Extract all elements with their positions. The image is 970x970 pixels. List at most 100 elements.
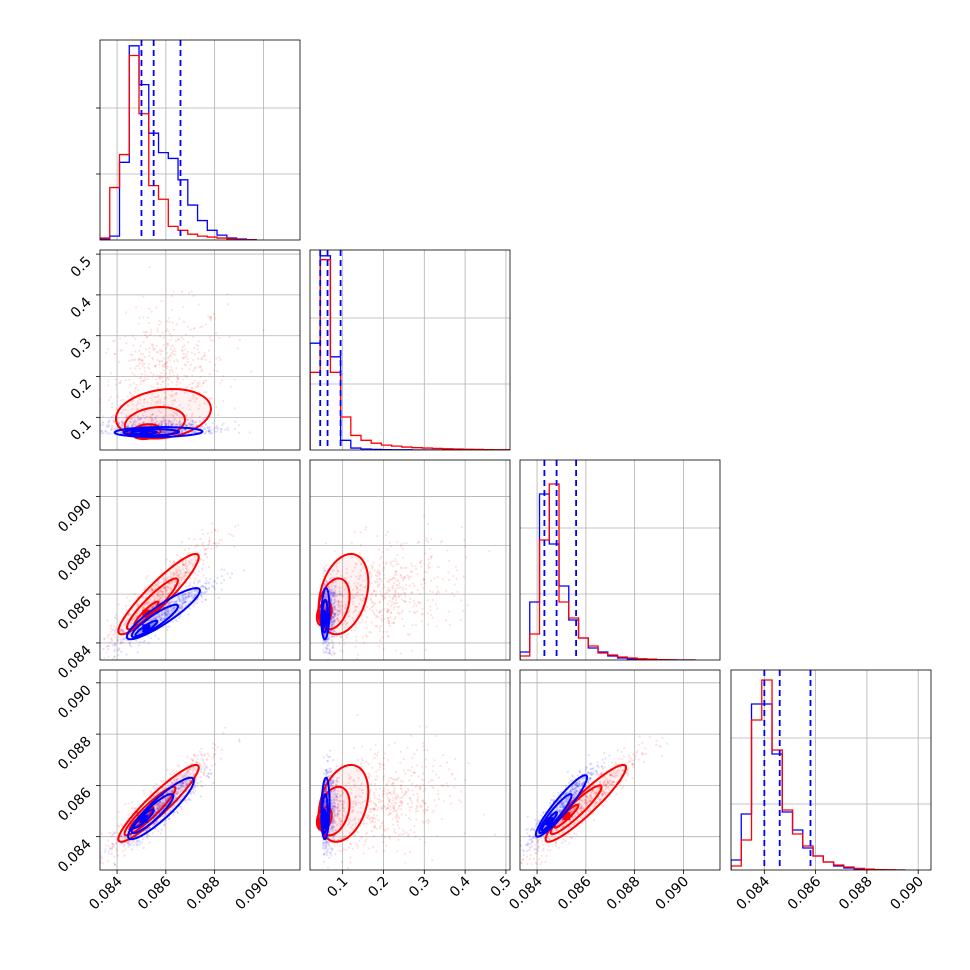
scatter-point: [193, 579, 196, 582]
scatter-point: [174, 780, 177, 783]
scatter-point: [169, 790, 172, 794]
scatter-point: [129, 843, 132, 846]
scatter-point: [217, 413, 220, 417]
scatter-point: [180, 787, 183, 790]
scatter-point: [152, 621, 155, 625]
scatter-point: [169, 430, 172, 433]
scatter-point: [331, 616, 334, 620]
scatter-point: [422, 577, 426, 580]
scatter-point: [204, 547, 207, 551]
scatter-point: [191, 564, 194, 567]
scatter-point: [129, 632, 132, 635]
scatter-point: [170, 791, 173, 794]
scatter-point: [386, 634, 389, 638]
scatter-point: [175, 323, 178, 326]
scatter-point: [171, 403, 174, 406]
scatter-point: [203, 769, 206, 772]
scatter-point: [204, 766, 208, 769]
scatter-point: [337, 600, 340, 603]
scatter-point: [375, 578, 378, 581]
scatter-point: [103, 638, 106, 641]
scatter-point: [192, 792, 196, 795]
scatter-point: [190, 419, 194, 423]
scatter-point: [332, 581, 335, 584]
scatter-point: [336, 613, 339, 616]
scatter-point: [131, 425, 134, 428]
scatter-point: [106, 634, 110, 637]
scatter-point: [132, 358, 135, 362]
scatter-point: [388, 599, 391, 602]
scatter-point: [156, 400, 159, 403]
scatter-point: [408, 610, 411, 613]
scatter-point: [181, 775, 184, 779]
scatter-point: [345, 567, 348, 570]
scatter-point: [327, 644, 330, 648]
scatter-point: [147, 642, 150, 645]
scatter-point: [333, 614, 337, 618]
scatter-point: [158, 597, 161, 600]
scatter-point: [381, 620, 384, 623]
scatter-point: [323, 594, 326, 597]
scatter-point: [372, 611, 376, 614]
hist-panel-3: [730, 669, 932, 871]
scatter-point: [168, 372, 172, 375]
scatter-point: [166, 419, 169, 422]
scatter-point: [158, 612, 161, 616]
scatter-point: [182, 357, 185, 360]
scatter-point: [180, 605, 184, 608]
scatter-point: [374, 593, 378, 597]
scatter-point: [170, 345, 173, 348]
scatter-point: [144, 333, 147, 337]
scatter-point: [333, 595, 336, 599]
scatter-point: [435, 735, 438, 738]
scatter-point: [450, 592, 454, 595]
scatter-point: [133, 374, 136, 377]
scatter-point: [177, 574, 180, 577]
scatter-point: [201, 368, 204, 371]
scatter-point: [351, 600, 355, 603]
scatter-point: [196, 348, 199, 351]
scatter-point: [111, 643, 114, 647]
scatter-point: [200, 591, 203, 594]
scatter-point: [121, 641, 124, 644]
scatter-point: [185, 571, 188, 574]
scatter-point: [175, 422, 178, 426]
scatter-point: [372, 590, 375, 593]
scatter-point: [397, 592, 400, 595]
scatter-point: [185, 770, 189, 773]
scatter-point: [364, 634, 368, 637]
scatter-point: [203, 351, 206, 354]
scatter-point: [154, 365, 157, 368]
scatter-point: [325, 648, 328, 651]
scatter-point: [182, 417, 185, 420]
scatter-point: [187, 591, 190, 595]
scatter-point: [177, 787, 180, 790]
scatter-point: [193, 326, 196, 330]
scatter-point: [397, 579, 400, 582]
scatter-point: [382, 648, 385, 651]
scatter-point: [233, 545, 236, 549]
panel-frame: [309, 459, 511, 661]
scatter-point: [201, 528, 204, 531]
scatter-point: [160, 299, 163, 303]
scatter-point: [145, 602, 148, 605]
scatter-point: [400, 611, 403, 614]
scatter-point: [360, 583, 363, 587]
scatter-point: [135, 843, 138, 846]
scatter-point: [213, 369, 216, 372]
scatter-point: [182, 594, 186, 597]
scatter-point: [176, 810, 179, 813]
scatter-point: [462, 609, 465, 612]
scatter-point: [178, 765, 181, 768]
scatter-point: [358, 611, 361, 614]
scatter-point: [166, 609, 169, 613]
scatter-point: [206, 532, 210, 535]
scatter-point: [137, 418, 140, 422]
scatter-point: [143, 379, 146, 382]
scatter-point: [166, 592, 169, 596]
scatter-point: [326, 643, 329, 646]
scatter-point: [354, 645, 357, 648]
scatter-point: [171, 806, 174, 810]
hist-blue: [731, 703, 906, 870]
scatter-point: [177, 566, 180, 569]
